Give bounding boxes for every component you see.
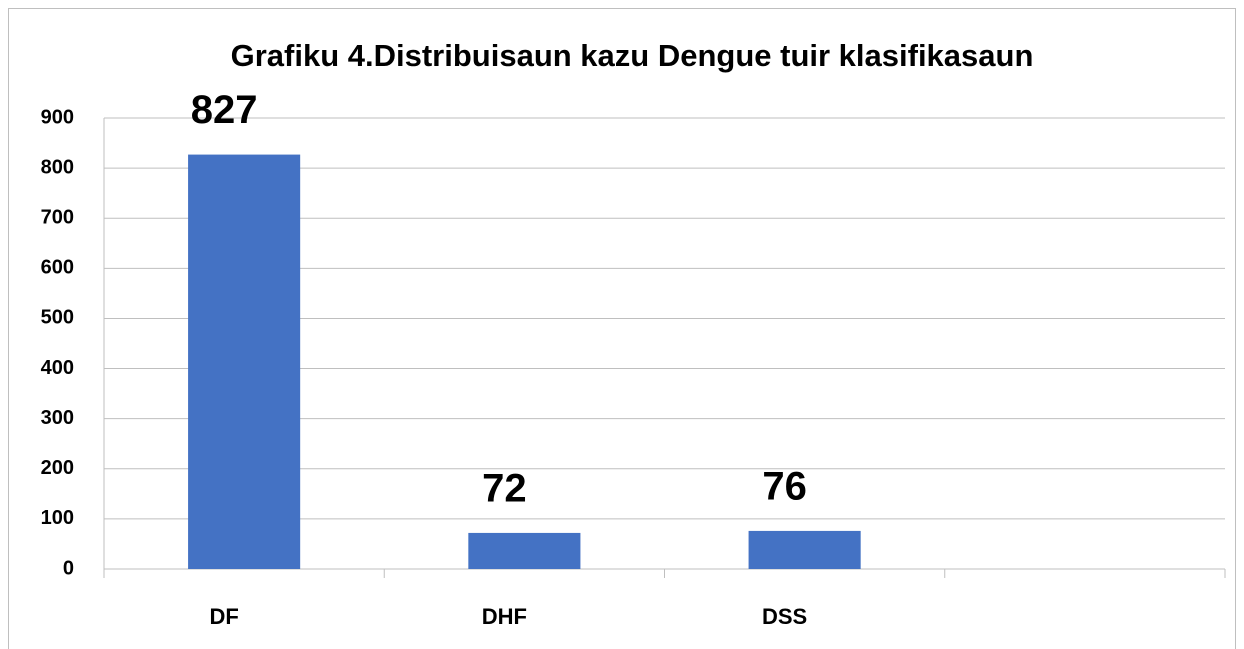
y-tick-label: 0	[63, 557, 74, 579]
chart-title: Grafiku 4.Distribuisaun kazu Dengue tuir…	[231, 38, 1034, 73]
y-tick-label: 200	[41, 457, 74, 479]
y-tick-label: 300	[41, 407, 74, 429]
data-label: 827	[191, 88, 258, 132]
y-tick-label: 100	[41, 507, 74, 529]
bar	[188, 154, 301, 569]
y-tick-label: 400	[41, 357, 74, 379]
x-tick-label: DF	[209, 604, 238, 629]
y-tick-label: 700	[41, 207, 74, 229]
data-label: 72	[482, 466, 527, 510]
y-tick-label: 500	[41, 307, 74, 329]
y-tick-label: 800	[41, 156, 74, 178]
x-tick-label: DSS	[762, 604, 807, 629]
x-tick-label: DHF	[482, 604, 527, 629]
bar	[748, 530, 861, 569]
y-tick-label: 600	[41, 257, 74, 279]
data-label: 76	[762, 464, 807, 508]
y-tick-label: 900	[41, 106, 74, 128]
bar	[468, 532, 581, 569]
